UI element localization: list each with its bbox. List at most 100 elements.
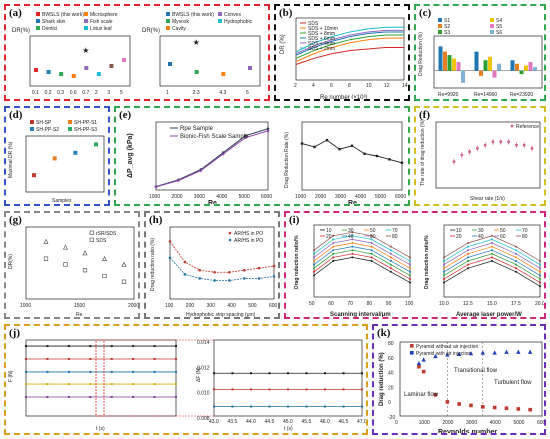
e-right-point	[300, 142, 304, 145]
i-left-point	[389, 256, 392, 259]
a-right-legend-item: Hydrophobic	[224, 19, 253, 25]
c-xtick: Re=23920	[510, 92, 533, 98]
i-right-point	[491, 238, 493, 241]
h-point	[198, 277, 202, 280]
i-left-point	[351, 249, 354, 252]
panel-g: (g) DR(%) Re 1000 1500 2000 rSR/SDS SDS	[4, 211, 140, 319]
c-xtick: Re=14960	[474, 92, 497, 98]
k-frame	[399, 341, 543, 417]
f-point	[499, 140, 503, 144]
b-xtick: 12	[384, 83, 390, 89]
j-right-point	[305, 405, 308, 408]
j-left-point	[67, 370, 70, 373]
k-point	[469, 403, 473, 408]
b-legend-item: SDS + 2mm	[308, 46, 335, 52]
a-left-legend-item: Lotus leaf	[90, 26, 112, 32]
j-left-point	[25, 370, 27, 373]
e-left-ylabel: ΔP_avg (kPa)	[127, 133, 134, 178]
j-left-point	[110, 396, 113, 398]
e-right-point	[338, 148, 341, 151]
b-xtick: 8	[348, 83, 351, 89]
i-left-point	[313, 252, 315, 255]
h-point	[213, 270, 216, 274]
e-right-point	[325, 138, 329, 142]
a-left-point	[96, 72, 101, 76]
i-right-point	[491, 245, 493, 248]
i-left-point	[351, 234, 354, 237]
j-right-point	[287, 405, 289, 408]
j-left-point	[67, 396, 70, 398]
i-left-point	[332, 234, 335, 237]
a-right-legend-item: BWSLS (this work)	[172, 12, 214, 18]
panel-i: (i) 50 60 70 80 90 100 10 20 30 40 50 60 70 80 Drag re…	[284, 211, 546, 319]
e-left-series-line	[155, 130, 269, 188]
a-right-point	[168, 62, 172, 66]
f-point	[515, 143, 518, 147]
f-frame	[435, 121, 541, 189]
h-point	[183, 273, 187, 276]
j-left-point	[25, 345, 27, 348]
a-right-xtick: 4.3	[219, 90, 226, 96]
h-xtick: 100	[165, 303, 174, 309]
i-right-point	[539, 260, 541, 262]
i-left-series-line	[313, 231, 411, 258]
j-right-ytick: 0.010	[197, 391, 210, 397]
k-point	[516, 349, 521, 354]
i-left-point	[351, 252, 354, 255]
i-left-point	[351, 245, 354, 248]
k-ytick: 80	[388, 341, 394, 347]
i-right-point	[515, 260, 517, 262]
e-left-point	[244, 136, 247, 139]
j-right-point	[324, 388, 326, 391]
c-legend-item: S6	[496, 30, 502, 36]
a-left-legend-item: Microsphere	[90, 12, 118, 18]
j-left-point	[175, 370, 177, 373]
e-left-point	[199, 169, 203, 172]
i-left-point	[370, 256, 373, 259]
i-right-point	[539, 263, 541, 266]
e-right-point	[313, 145, 316, 149]
j-left-point	[153, 396, 156, 398]
e-left-xlabel: Re	[208, 200, 217, 206]
f-point	[468, 150, 471, 154]
panel-d: (d) Maximal DR (%) Samples SH-SP SH-PP-S1 SH…	[4, 106, 110, 206]
d-point	[94, 142, 98, 147]
i-right-point	[467, 242, 469, 244]
c-bar	[492, 70, 497, 78]
c-legend-item: S4	[496, 18, 502, 24]
e-right-xtick: 4000	[355, 194, 366, 200]
h-point	[242, 277, 246, 280]
e-right-point	[363, 152, 366, 155]
c-legend-item: S1	[444, 18, 450, 24]
a-right-point	[248, 66, 252, 70]
j-left-point	[132, 345, 135, 348]
j-left-point	[110, 345, 113, 348]
e-right-ylabel: Drag Reduction Rate (%)	[284, 132, 290, 188]
i-right-point	[491, 242, 493, 244]
j-left-point	[89, 370, 92, 373]
i-right-point	[539, 267, 541, 270]
i-left-point	[389, 267, 392, 270]
j-right-point	[213, 372, 215, 375]
d-legend-item: SH-PP-S1	[74, 120, 97, 126]
c-bar	[483, 60, 488, 71]
k-point	[481, 405, 485, 409]
g-frame	[25, 226, 135, 300]
j-right-frame	[213, 339, 363, 417]
i-right-legend-item: 70	[522, 228, 528, 234]
c-frame	[433, 35, 543, 89]
j-left-point	[67, 358, 70, 360]
j-right-xtick: 46.5	[339, 419, 349, 425]
k-point	[421, 369, 426, 374]
k-point	[417, 364, 421, 369]
h-series-line	[169, 241, 275, 273]
g-ylabel: DR(%)	[8, 254, 14, 269]
i-left-point	[409, 256, 411, 259]
e-right-series-line	[301, 139, 403, 164]
j-left-point	[46, 345, 49, 348]
i-left-point	[370, 260, 373, 262]
h-point	[168, 256, 172, 260]
a-left-xtick: 0.6	[70, 90, 77, 96]
g-point	[82, 250, 88, 256]
